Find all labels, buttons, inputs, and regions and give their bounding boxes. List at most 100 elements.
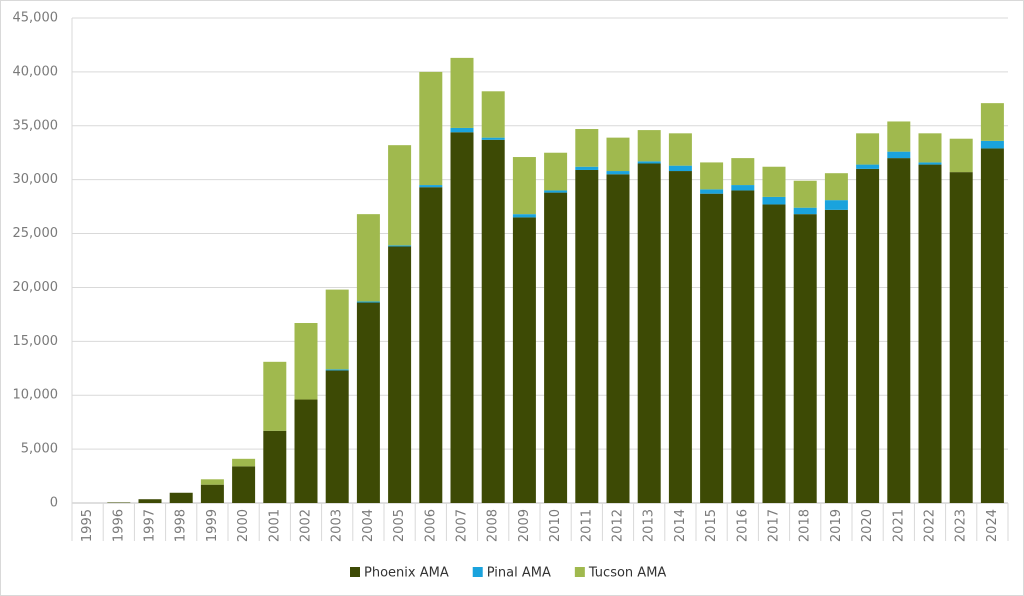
bar — [980, 148, 1004, 503]
y-tick-label: 45,000 — [13, 11, 59, 26]
y-tick-label: 0 — [50, 496, 58, 511]
bar — [762, 196, 786, 205]
bar — [325, 370, 349, 503]
bar — [606, 171, 630, 175]
bar — [668, 133, 692, 166]
legend-swatch — [574, 567, 585, 577]
bar — [731, 158, 755, 186]
bar — [887, 121, 911, 152]
bar — [980, 103, 1004, 141]
bar — [512, 217, 536, 503]
bar — [949, 172, 973, 503]
y-tick-label: 40,000 — [13, 64, 59, 79]
bar — [949, 138, 973, 173]
bar — [512, 157, 536, 215]
x-tick-label: 2000 — [236, 509, 251, 542]
bar — [856, 133, 880, 165]
bar — [169, 492, 193, 503]
x-tick-label: 1995 — [80, 509, 95, 542]
bar — [575, 129, 599, 167]
x-tick-label: 2018 — [798, 509, 813, 542]
bar — [980, 140, 1004, 149]
x-tick-label: 1996 — [111, 509, 126, 542]
bar — [575, 166, 599, 170]
x-tick-label: 2019 — [829, 509, 844, 542]
x-tick-label: 2017 — [767, 509, 782, 542]
bar — [544, 190, 568, 193]
x-tick-label: 2020 — [860, 509, 875, 542]
x-tick-label: 2006 — [423, 509, 438, 542]
x-tick-label: 2021 — [891, 509, 906, 542]
bar — [700, 162, 724, 190]
bar — [481, 91, 505, 138]
legend-label: Tucson AMA — [588, 566, 667, 581]
y-tick-label: 5,000 — [21, 442, 58, 457]
bar — [356, 301, 380, 303]
bar — [856, 164, 880, 169]
bar — [200, 479, 224, 485]
bar — [419, 185, 443, 188]
bar — [388, 246, 412, 503]
bar — [294, 399, 318, 503]
bar — [356, 302, 380, 503]
bar — [668, 171, 692, 504]
x-tick-label: 2013 — [642, 509, 657, 542]
bar — [419, 187, 443, 503]
x-tick-label: 1999 — [205, 509, 220, 542]
bar — [637, 161, 661, 164]
x-tick-label: 2001 — [267, 509, 282, 542]
x-tick-label: 2024 — [985, 509, 1000, 542]
legend-label: Pinal AMA — [487, 566, 551, 581]
bar — [419, 71, 443, 186]
bar — [762, 166, 786, 197]
x-tick-label: 2005 — [392, 509, 407, 542]
bar — [918, 164, 942, 504]
x-tick-label: 2009 — [517, 509, 532, 542]
bar — [700, 193, 724, 503]
y-tick-label: 25,000 — [13, 226, 59, 241]
x-tick-label: 2016 — [735, 509, 750, 542]
bar — [793, 214, 817, 503]
x-tick-label: 2014 — [673, 509, 688, 542]
bar — [512, 214, 536, 218]
y-tick-label: 20,000 — [13, 280, 59, 295]
bar — [824, 173, 848, 201]
legend: Phoenix AMA Pinal AMA Tucson AMA — [350, 566, 666, 581]
bar — [388, 145, 412, 246]
bar — [856, 168, 880, 503]
bar — [200, 484, 224, 503]
y-tick-label: 30,000 — [13, 172, 59, 187]
x-tick-label: 2023 — [954, 509, 969, 542]
legend-label: Phoenix AMA — [364, 566, 449, 581]
bar — [450, 132, 474, 503]
bar — [606, 174, 630, 503]
x-tick-label: 2002 — [299, 509, 314, 542]
bar — [793, 207, 817, 215]
bar — [793, 180, 817, 208]
bar — [450, 127, 474, 133]
y-tick-label: 15,000 — [13, 334, 59, 349]
x-tick-label: 2010 — [548, 509, 563, 542]
bar — [232, 458, 256, 467]
y-tick-label: 10,000 — [13, 388, 59, 403]
bar — [887, 158, 911, 503]
x-tick-label: 2003 — [330, 509, 345, 542]
bar — [824, 200, 848, 210]
x-tick-label: 2004 — [361, 509, 376, 542]
bar — [356, 214, 380, 302]
bar — [232, 466, 256, 503]
bar — [544, 152, 568, 191]
bar — [388, 245, 412, 247]
bar — [544, 192, 568, 503]
bar — [731, 190, 755, 503]
bar — [918, 133, 942, 163]
bar — [294, 323, 318, 400]
bar — [481, 137, 505, 140]
x-tick-label: 2008 — [486, 509, 501, 542]
bar — [325, 369, 349, 371]
bar — [824, 209, 848, 503]
x-tick-label: 1997 — [143, 509, 158, 542]
y-tick-label: 35,000 — [13, 118, 59, 133]
x-tick-label: 2007 — [455, 509, 470, 542]
